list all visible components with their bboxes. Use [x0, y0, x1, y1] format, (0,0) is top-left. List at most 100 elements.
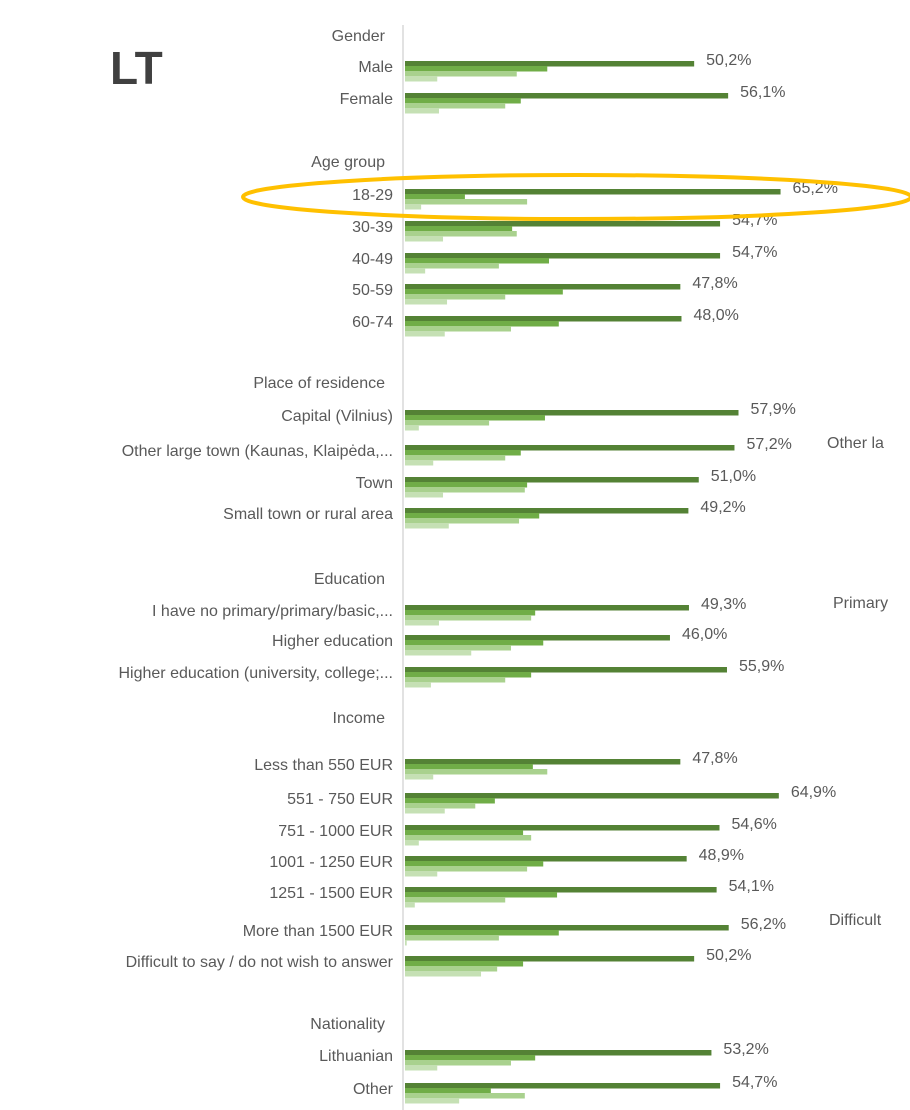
value-label: 51,0%	[711, 468, 756, 485]
bar	[405, 487, 525, 493]
bar	[405, 667, 727, 673]
bar	[405, 450, 521, 456]
bar	[405, 825, 720, 831]
value-label: 47,8%	[692, 275, 737, 292]
bar	[405, 897, 506, 903]
bar	[405, 508, 689, 514]
bar	[405, 1055, 536, 1061]
bar	[405, 103, 506, 109]
chart-title: LT	[110, 42, 163, 94]
bar	[405, 236, 444, 242]
bar	[405, 108, 439, 114]
bar	[405, 840, 419, 846]
bar	[405, 682, 431, 688]
category-label: 18-29	[352, 187, 393, 204]
value-label: 48,0%	[693, 307, 738, 324]
bar	[405, 871, 438, 877]
group-header: Age group	[311, 154, 385, 171]
category-label: Lithuanian	[319, 1048, 393, 1065]
bar	[405, 263, 499, 269]
bar	[405, 492, 444, 498]
bar	[405, 445, 735, 451]
annotation: Difficult	[829, 912, 882, 929]
bar	[405, 1050, 712, 1056]
bar	[405, 640, 544, 646]
value-label: 46,0%	[682, 626, 727, 643]
bar	[405, 856, 687, 862]
group-header: Gender	[332, 28, 386, 45]
category-label: Higher education (university, college;..…	[118, 665, 393, 682]
value-label: 56,2%	[741, 916, 786, 933]
value-label: 50,2%	[706, 947, 751, 964]
bar	[405, 61, 695, 67]
bar	[405, 199, 528, 205]
category-label: Female	[340, 91, 393, 108]
bar	[405, 299, 448, 305]
bar	[405, 204, 422, 210]
bar	[405, 253, 721, 259]
value-label: 53,2%	[723, 1041, 768, 1058]
category-label: More than 1500 EUR	[243, 923, 393, 940]
bar	[405, 892, 558, 898]
bar	[405, 71, 517, 77]
bar	[405, 326, 511, 332]
bar	[405, 615, 532, 621]
value-label: 54,7%	[732, 212, 777, 229]
bar	[405, 294, 506, 300]
group-header: Income	[333, 710, 386, 727]
bar	[405, 331, 445, 337]
bar	[405, 258, 549, 264]
value-label: 49,2%	[700, 499, 745, 516]
category-label: Difficult to say / do not wish to answer	[126, 954, 394, 971]
category-label: 30-39	[352, 219, 393, 236]
bar	[405, 645, 511, 651]
bar	[405, 513, 540, 519]
category-label: Other large town (Kaunas, Klaipėda,...	[122, 443, 393, 460]
bar	[405, 289, 563, 295]
category-label: Small town or rural area	[223, 506, 393, 523]
bar	[405, 764, 533, 770]
category-label: 50-59	[352, 282, 393, 299]
bar	[405, 610, 536, 616]
bar	[405, 835, 532, 841]
value-label: 54,7%	[732, 244, 777, 261]
bar	[405, 460, 434, 466]
bar	[405, 194, 465, 200]
bar	[405, 231, 517, 237]
bar	[405, 793, 779, 799]
bar	[405, 620, 439, 626]
bar	[405, 650, 472, 656]
annotation: Primary	[833, 595, 888, 612]
bar	[405, 268, 426, 274]
bar	[405, 956, 695, 962]
annotation: Other la	[827, 435, 884, 452]
bar	[405, 226, 513, 232]
bar	[405, 803, 476, 809]
bar	[405, 759, 681, 765]
bar	[405, 420, 490, 426]
group-header: Nationality	[310, 1016, 385, 1033]
bar	[405, 677, 506, 683]
bar	[405, 605, 689, 611]
value-label: 64,9%	[791, 784, 836, 801]
category-label: Less than 550 EUR	[254, 757, 393, 774]
bar	[405, 455, 506, 461]
category-label: 551 - 750 EUR	[287, 791, 393, 808]
bar	[405, 808, 445, 814]
bar	[405, 284, 681, 290]
bar	[405, 482, 528, 488]
bar	[405, 93, 729, 99]
bar	[405, 410, 739, 416]
bar	[405, 672, 532, 678]
value-label: 49,3%	[701, 596, 746, 613]
bar	[405, 887, 717, 893]
bar	[405, 1065, 438, 1071]
bar	[405, 966, 498, 972]
bar	[405, 935, 499, 941]
category-label: 40-49	[352, 251, 393, 268]
value-label: 50,2%	[706, 52, 751, 69]
bar	[405, 774, 434, 780]
bar	[405, 930, 559, 936]
value-label: 54,7%	[732, 1074, 777, 1091]
